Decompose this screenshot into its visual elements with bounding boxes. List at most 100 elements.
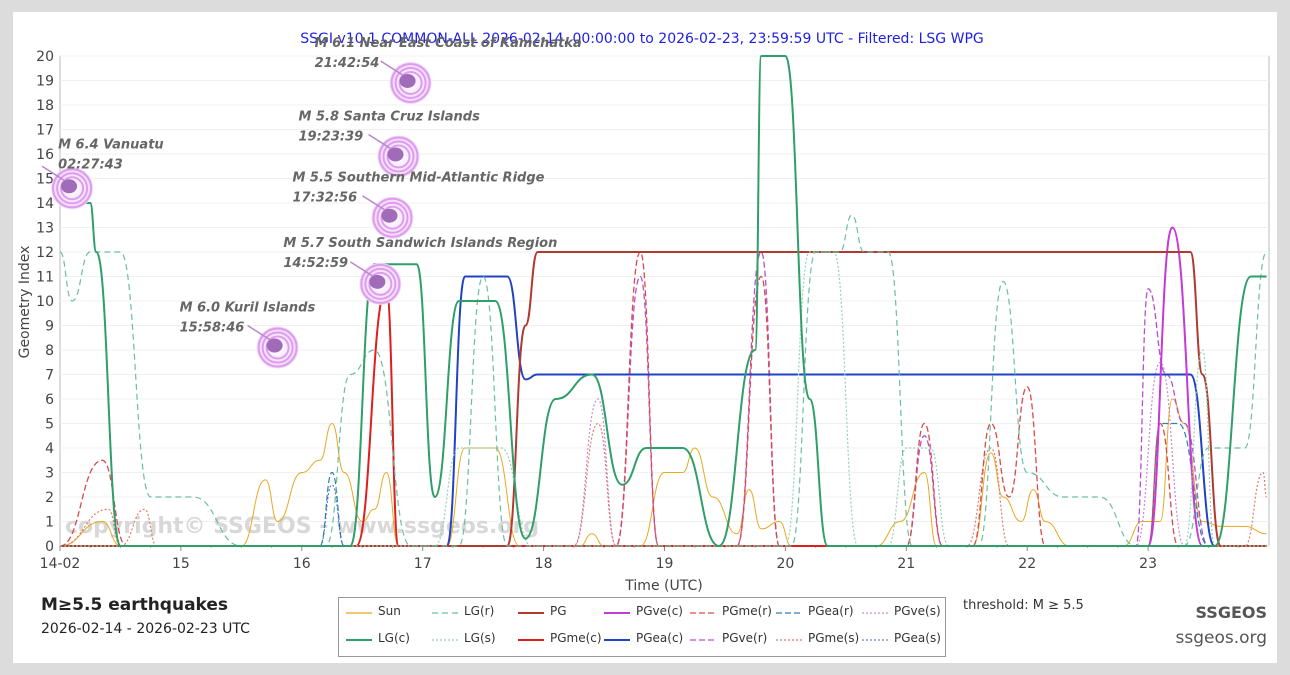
x-tick-label: 15 xyxy=(172,556,190,572)
ripple-ring xyxy=(394,66,427,99)
annotation-title: M 6.4 Vanuatu xyxy=(58,137,164,152)
y-tick-label: 16 xyxy=(36,147,54,163)
quake-dot xyxy=(369,274,386,289)
ripple-ring xyxy=(380,205,405,230)
ripple-ring xyxy=(364,267,397,300)
legend-swatch xyxy=(690,639,716,641)
x-tick-label: 23 xyxy=(1139,556,1157,572)
quake-dot xyxy=(381,208,398,223)
legend-label: LG(r) xyxy=(464,604,495,618)
annotation-title: M 6.1 Near East Coast of Kamchatka xyxy=(315,36,582,51)
legend-label: PGve(c) xyxy=(636,604,683,618)
annotation-time: 17:32:56 xyxy=(292,191,357,206)
y-tick-label: 14 xyxy=(36,196,54,212)
legend-label: PG xyxy=(550,604,567,618)
summary-block: M≥5.5 earthquakes 2026-02-14 - 2026-02-2… xyxy=(41,595,250,637)
pointer-line xyxy=(247,324,271,341)
summary-heading: M≥5.5 earthquakes xyxy=(41,595,229,615)
ripple-ring xyxy=(386,144,411,169)
x-axis-ticks: 14-02 15 16 17 18 19 20 21 22 23 xyxy=(40,546,1240,572)
legend-swatch xyxy=(346,639,372,641)
y-tick-label: 10 xyxy=(36,294,54,310)
summary-range: 2026-02-14 - 2026-02-23 UTC xyxy=(41,621,250,637)
annotation-time: 19:23:39 xyxy=(299,129,364,144)
x-tick-label: 20 xyxy=(776,556,794,572)
annotation-title: M 5.5 Southern Mid-Atlantic Ridge xyxy=(292,171,544,186)
series-pgve-r xyxy=(59,251,1267,547)
y-tick-label: 20 xyxy=(36,49,54,65)
x-tick-label: 14-02 xyxy=(40,556,81,572)
legend-swatch xyxy=(346,612,372,614)
legend-label: PGea(s) xyxy=(894,631,941,645)
annotation-title: M 5.7 South Sandwich Islands Region xyxy=(283,236,557,251)
earthquake-marker: M 6.1 Near East Coast of Kamchatka 21:42:… xyxy=(315,36,582,104)
annotation-time: 15:58:46 xyxy=(180,321,245,336)
x-tick-label: 21 xyxy=(897,556,915,572)
y-tick-label: 2 xyxy=(45,490,54,506)
legend-swatch xyxy=(862,612,888,614)
pointer-line xyxy=(380,60,404,76)
x-tick-label: 19 xyxy=(656,556,674,572)
series-lg-c xyxy=(60,54,1267,548)
ripple-ring xyxy=(376,201,409,234)
chart-title: SSGI v10.1 COMMON-ALL 2026-02-14, 00:00:… xyxy=(300,31,983,47)
chart-frame: SSGI v10.1 COMMON-ALL 2026-02-14, 00:00:… xyxy=(13,12,1277,663)
quake-dot xyxy=(61,179,78,194)
ripple-ring xyxy=(372,197,413,238)
y-tick-label: 19 xyxy=(36,74,54,90)
ripple-ring xyxy=(382,140,415,173)
ripple-ring xyxy=(398,70,423,95)
x-tick-label: 18 xyxy=(535,556,553,572)
series-pgea-s xyxy=(59,484,1267,547)
y-axis-label: Geometry Index xyxy=(17,246,33,359)
y-tick-label: 0 xyxy=(45,539,54,555)
y-tick-label: 1 xyxy=(45,515,54,531)
legend-label: PGme(r) xyxy=(722,604,772,618)
y-tick-label: 6 xyxy=(45,392,54,408)
legend-label: PGme(c) xyxy=(550,631,602,645)
legend-swatch xyxy=(776,612,802,614)
x-tick-label: 16 xyxy=(293,556,311,572)
y-tick-label: 11 xyxy=(36,270,54,286)
x-tick-label: 22 xyxy=(1018,556,1036,572)
legend-label: LG(c) xyxy=(378,631,410,645)
y-tick-label: 4 xyxy=(45,441,54,457)
geometry-index-chart: SSGI v10.1 COMMON-ALL 2026-02-14, 00:00:… xyxy=(17,31,1270,594)
pointer-line xyxy=(41,165,65,181)
y-tick-label: 7 xyxy=(45,368,54,384)
watermark: copyright© SSGEOS - www.ssgeos.org xyxy=(65,514,539,539)
ripple-ring xyxy=(360,263,401,304)
quake-dot xyxy=(399,73,416,88)
series-pgme-s xyxy=(59,422,1268,547)
legend-swatch xyxy=(432,639,458,641)
legend-swatch xyxy=(776,639,802,641)
ripple-ring xyxy=(257,327,298,368)
pointer-line xyxy=(368,133,391,150)
x-tick-label: 17 xyxy=(414,556,432,572)
earthquake-marker: M 6.4 Vanuatu 02:27:43 xyxy=(41,137,164,210)
y-tick-label: 13 xyxy=(36,221,54,237)
annotation-time: 21:42:54 xyxy=(315,56,380,71)
y-tick-label: 9 xyxy=(45,319,54,335)
legend-swatch xyxy=(604,612,630,614)
legend-swatch xyxy=(518,639,544,641)
quake-dot xyxy=(387,147,404,162)
y-tick-label: 17 xyxy=(36,123,54,139)
legend-swatch xyxy=(432,612,458,614)
ripple-ring xyxy=(56,172,89,205)
quake-dot xyxy=(266,338,283,353)
y-tick-label: 18 xyxy=(36,98,54,114)
earthquake-marker: M 5.5 Southern Mid-Atlantic Ridge 17:32:5… xyxy=(292,171,545,239)
series-lines xyxy=(59,54,1268,548)
chart-legend: Sun LG(r) PG PGve(c) PGme(r) PGea(r) PGve(s) LG… xyxy=(338,597,946,657)
ripple-ring xyxy=(261,331,294,364)
pointer-line xyxy=(362,195,385,211)
annotation-title: M 6.0 Kuril Islands xyxy=(180,301,316,316)
threshold-label: threshold: M ≥ 5.5 xyxy=(963,598,1084,613)
ripple-ring xyxy=(265,335,290,360)
annotation-time: 14:52:59 xyxy=(283,256,348,271)
ripple-ring xyxy=(368,271,393,296)
earthquake-annotations: M 6.4 Vanuatu 02:27:43 M 6.1 Near East Coa… xyxy=(41,36,582,369)
y-tick-label: 15 xyxy=(36,172,54,188)
